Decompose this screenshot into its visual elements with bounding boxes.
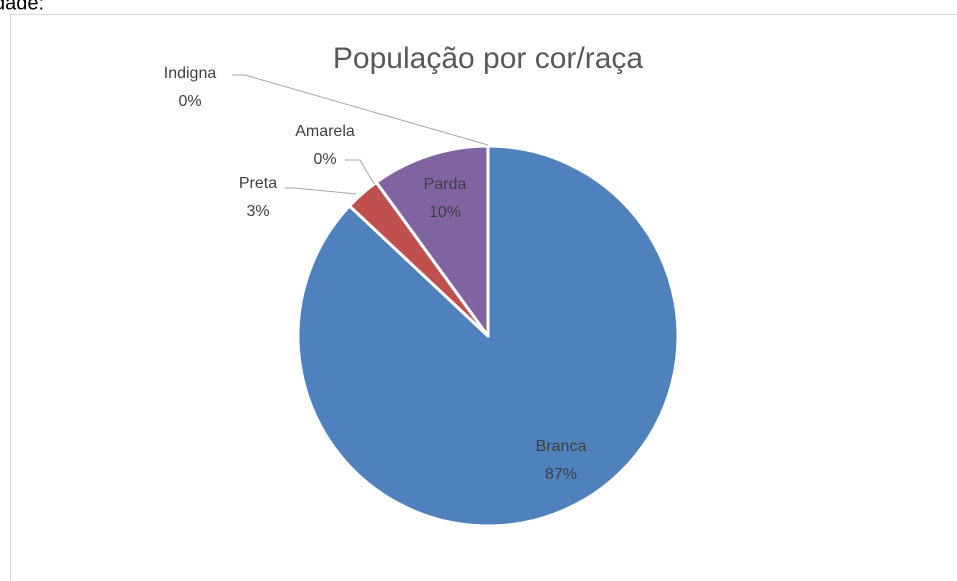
slice-value-label: 3% <box>246 203 269 220</box>
slice-label: Branca <box>536 438 587 455</box>
slice-value-label: 10% <box>429 204 461 221</box>
slice-label: Preta <box>239 175 277 192</box>
pie <box>296 144 680 528</box>
leader-line <box>345 159 375 185</box>
page-fragment: dade: <box>0 0 44 14</box>
leader-line <box>232 74 489 146</box>
slice-label: Amarela <box>295 123 355 140</box>
slice-value-label: 0% <box>313 151 336 168</box>
slice-label: Parda <box>424 176 467 193</box>
chart-title: População por cor/raça <box>333 42 643 75</box>
pie-slice <box>374 144 490 338</box>
slice-value-label: 0% <box>178 93 201 110</box>
leader-line <box>285 187 357 195</box>
slice-value-label: 87% <box>545 466 577 483</box>
chart-frame <box>10 14 957 581</box>
slice-label: Indigna <box>164 65 217 82</box>
leader-lines <box>232 74 489 195</box>
